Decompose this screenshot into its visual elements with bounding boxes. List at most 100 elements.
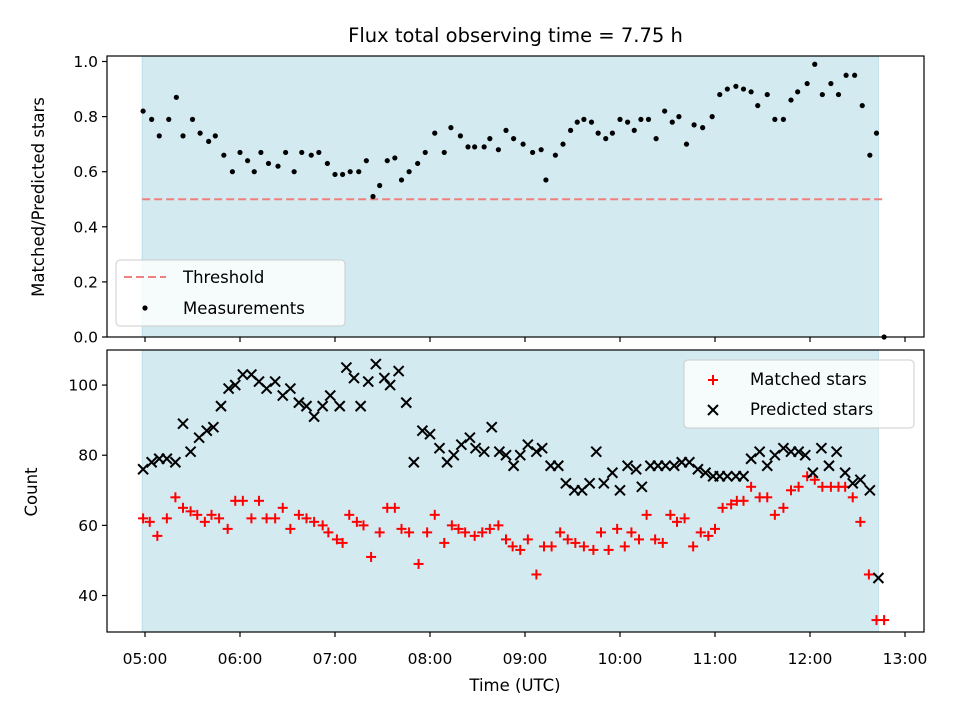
predicted-stars-point xyxy=(416,424,429,437)
predicted-stars-point xyxy=(864,484,876,497)
matched-stars-point xyxy=(323,527,334,538)
predicted-stars-point xyxy=(201,424,213,437)
matched-stars-point xyxy=(206,509,217,520)
matched-stars-point xyxy=(404,527,415,538)
measurement-point xyxy=(568,127,574,133)
matched-stars-point xyxy=(695,527,706,538)
predicted-stars-point xyxy=(324,389,336,402)
predicted-stars-point xyxy=(370,358,382,370)
measurement-point xyxy=(835,91,842,98)
measurement-point xyxy=(788,97,794,103)
matched-stars-point xyxy=(293,509,304,520)
predicted-stars-point xyxy=(348,372,360,384)
matched-stars-point xyxy=(178,502,188,513)
bottom-y-axis: 40 60 80 100 xyxy=(68,377,107,605)
measurement-point xyxy=(140,108,146,114)
measurement-point xyxy=(398,177,405,183)
matched-stars-point xyxy=(446,520,457,531)
count-points xyxy=(137,358,890,626)
matched-stars-point xyxy=(301,513,312,524)
predicted-stars-point xyxy=(514,449,526,461)
matched-stars-point xyxy=(672,516,682,527)
measurement-point xyxy=(662,108,668,114)
measurement-point xyxy=(631,127,637,133)
top-axes-frame xyxy=(106,55,925,338)
measurement-point xyxy=(645,116,652,122)
matched-stars-point xyxy=(138,513,149,524)
matched-stars-point xyxy=(429,509,440,520)
predicted-stars-point xyxy=(284,382,297,395)
bottom-y-tick-label: 80 xyxy=(78,447,98,465)
predicted-stars-point xyxy=(308,410,320,423)
x-tick-label: 07:00 xyxy=(313,650,358,668)
predicted-stars-point xyxy=(500,449,512,461)
predicted-stars-point xyxy=(433,442,446,454)
predicted-stars-point xyxy=(161,453,173,465)
matched-stars-point xyxy=(222,523,233,534)
predicted-stars-point xyxy=(839,467,851,479)
measurement-point xyxy=(724,86,730,92)
predicted-stars-point xyxy=(300,400,313,412)
measurement-point xyxy=(733,83,739,89)
predicted-stars-point xyxy=(614,484,626,497)
matched-stars-point xyxy=(439,537,450,548)
matched-stars-point xyxy=(531,569,542,580)
predicted-stars-point xyxy=(823,460,835,472)
matched-stars-point xyxy=(389,502,400,513)
predicted-stars-point xyxy=(769,449,781,461)
predicted-stars-point xyxy=(424,428,436,440)
top-y-tick-label: 0.8 xyxy=(73,108,98,126)
predicted-stars-point xyxy=(354,400,367,412)
matched-stars-point xyxy=(493,520,504,531)
measurement-point xyxy=(520,141,526,147)
measurement-point xyxy=(609,130,616,136)
predicted-stars-point xyxy=(815,442,828,454)
matched-stars-point xyxy=(546,541,557,552)
measurement-point xyxy=(283,149,289,156)
top-y-axis: 0.0 0.2 0.4 0.6 0.8 1.0 xyxy=(73,53,107,347)
measurement-point xyxy=(510,136,517,142)
top-x-axis xyxy=(144,337,906,342)
measurement-point xyxy=(867,152,873,158)
x-axis-label: Time (UTC) xyxy=(468,676,560,695)
predicted-stars-point xyxy=(606,467,619,479)
measurement-point xyxy=(538,147,544,153)
predicted-stars-point xyxy=(237,368,249,381)
bottom-legend: Matched stars Predicted stars xyxy=(683,359,915,429)
matched-stars-point xyxy=(507,541,518,552)
measurement-point xyxy=(560,141,566,147)
measurement-point xyxy=(691,122,697,128)
matched-stars-point xyxy=(657,537,668,548)
matched-stars-point xyxy=(738,495,749,506)
x-tick-label: 12:00 xyxy=(788,650,833,668)
matched-stars-point xyxy=(170,492,181,503)
measurements-legend-label: Measurements xyxy=(183,299,305,318)
matched-stars-point xyxy=(717,502,728,513)
predicted-stars-point xyxy=(699,467,712,479)
measurement-point xyxy=(251,169,257,175)
matched-stars-point xyxy=(596,527,606,538)
measurement-point xyxy=(415,160,421,167)
matched-stars-point xyxy=(344,509,355,520)
matched-stars-point xyxy=(351,516,362,527)
measurement-point xyxy=(717,91,723,98)
measurement-point xyxy=(265,160,272,167)
predicted-stars-point xyxy=(177,417,189,430)
matched-stars-point xyxy=(863,569,874,580)
matched-stars-point xyxy=(515,544,526,555)
predicted-stars-point xyxy=(478,446,490,458)
matched-stars-point xyxy=(847,492,858,503)
measurement-point xyxy=(197,130,203,136)
top-y-tick-label: 0.2 xyxy=(73,273,98,291)
predicted-stars-point xyxy=(362,375,374,388)
predicted-stars-point xyxy=(636,481,648,493)
predicted-stars-point xyxy=(630,463,642,475)
measurement-point xyxy=(843,72,849,78)
matched-stars-point xyxy=(626,527,637,538)
predicted-stars-point xyxy=(777,442,790,454)
measurement-point xyxy=(495,147,501,153)
predicted-stars-point xyxy=(137,463,149,475)
measurement-point xyxy=(166,116,172,122)
measurement-point xyxy=(653,136,659,142)
measurement-point xyxy=(206,138,212,145)
